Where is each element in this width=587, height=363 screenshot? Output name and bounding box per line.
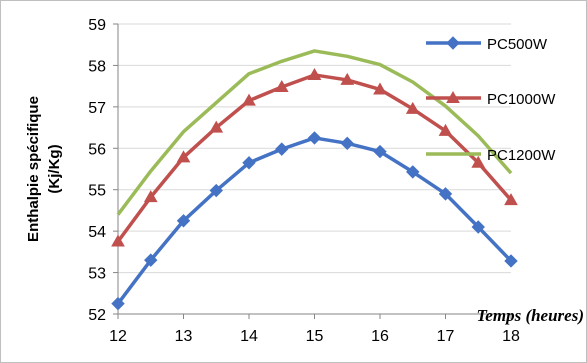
data-point-diamond	[438, 187, 453, 201]
data-point-diamond	[242, 156, 256, 170]
series-lines	[111, 49, 518, 311]
x-axis-title: Temps (heures)	[476, 306, 584, 325]
series-pc500w	[111, 131, 518, 311]
x-tick-label: 14	[240, 328, 258, 345]
data-point-triangle	[176, 150, 191, 163]
data-point-diamond	[307, 131, 322, 145]
data-point-diamond	[373, 144, 387, 159]
x-tick-label: 16	[371, 328, 389, 345]
y-tick-label: 58	[88, 58, 106, 75]
data-point-diamond	[406, 165, 420, 179]
data-point-triangle	[111, 234, 125, 247]
x-tick-label: 17	[437, 328, 455, 345]
data-point-diamond	[504, 254, 518, 268]
y-tick-label: 55	[88, 183, 106, 200]
data-point-triangle	[143, 190, 158, 203]
data-point-diamond	[340, 136, 354, 151]
series-pc1200w	[116, 49, 513, 216]
legend-entry: PC500W	[426, 36, 548, 53]
data-point-triangle	[274, 79, 289, 92]
data-point-diamond	[275, 142, 289, 156]
legend: PC500W PC1000W PC1200W	[426, 36, 556, 164]
y-tick-label: 53	[88, 266, 106, 283]
gridlines	[118, 23, 511, 274]
x-tick-label: 15	[306, 328, 324, 345]
data-point-triangle	[307, 67, 322, 80]
data-point-triangle	[340, 72, 355, 85]
data-point-triangle	[405, 101, 420, 114]
legend-entry: PC1200W	[426, 147, 556, 164]
data-point-diamond	[471, 220, 485, 234]
data-point-triangle	[504, 193, 518, 206]
x-tick-label: 13	[175, 328, 193, 345]
y-tick-label: 57	[88, 100, 106, 117]
y-axis-title-line2: (Kj/Kg)	[46, 144, 63, 193]
data-point-diamond	[111, 296, 125, 311]
legend-label: PC1200W	[487, 147, 556, 164]
data-point-diamond	[144, 253, 158, 267]
data-point-triangle	[438, 123, 453, 136]
data-point-triangle	[471, 155, 486, 168]
axes	[117, 24, 511, 315]
data-point-triangle	[373, 82, 387, 95]
data-point-triangle	[242, 93, 256, 106]
y-tick-label: 52	[88, 307, 106, 324]
data-point-diamond	[176, 214, 191, 228]
x-tick-label: 18	[502, 328, 520, 345]
y-tick-labels: 52 53 54 55 56 57 58 59	[88, 17, 118, 324]
data-point-triangle	[209, 120, 224, 133]
series-pc1000w	[111, 67, 518, 247]
y-tick-label: 54	[88, 224, 106, 241]
legend-entry: PC1000W	[426, 90, 556, 108]
y-tick-label: 59	[88, 17, 106, 34]
x-tick-labels: 12 13 14 15 16 17 18	[109, 314, 520, 345]
series-line	[116, 49, 513, 216]
legend-label: PC1000W	[487, 91, 556, 108]
y-tick-label: 56	[88, 141, 106, 158]
legend-label: PC500W	[487, 36, 548, 53]
data-point-diamond	[209, 183, 223, 198]
data-point-triangle	[446, 90, 460, 103]
x-tick-label: 12	[109, 328, 127, 345]
y-axis-title-line1: Enthalpie spécifique	[25, 96, 42, 242]
data-point-diamond	[446, 36, 460, 50]
